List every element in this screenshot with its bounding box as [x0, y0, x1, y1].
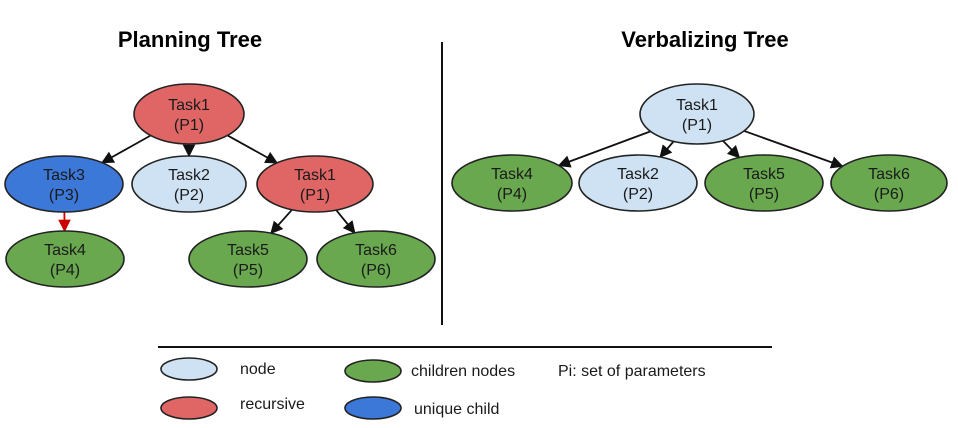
edge-p_task1_root-to-p_task3 — [101, 134, 152, 164]
verbalizing-tree-title: Verbalizing Tree — [621, 27, 789, 52]
node-ellipse-node — [639, 83, 755, 145]
verbalizing-node-v_task1: Task1 (P1) — [639, 83, 755, 145]
planning-node-p_task5: Task5 (P5) — [188, 230, 308, 288]
edge-v_task1-to-v_task5 — [722, 140, 741, 159]
edge-v_task1-to-v_task6 — [743, 130, 844, 169]
node-task-label: Task6 — [868, 166, 910, 183]
node-task-label: Task1 — [294, 167, 336, 184]
edge-v_task1-to-v_task2 — [659, 140, 675, 159]
node-ellipse-node — [131, 155, 247, 213]
node-ellipse-children — [451, 154, 573, 212]
node-ellipse-children — [704, 154, 824, 212]
node-task-label: Task6 — [355, 242, 397, 259]
edge-p_task1_root-to-p_task1_child — [227, 134, 279, 164]
verbalizing-node-v_task5: Task5 (P5) — [704, 154, 824, 212]
node-task-label: Task1 — [168, 97, 210, 114]
node-ellipse-children — [5, 230, 125, 288]
nodes: Task1(P1)Task3(P3)Task2(P2)Task1(P1)Task… — [4, 83, 948, 288]
verbalizing-node-v_task4: Task4 (P4) — [451, 154, 573, 212]
node-ellipse-children — [830, 154, 948, 212]
planning-tree-title: Planning Tree — [118, 27, 262, 52]
legend-recursive-swatch — [160, 396, 218, 420]
node-ellipse-unique — [4, 155, 124, 213]
legend-children-swatch — [344, 359, 402, 383]
node-ellipse-children — [316, 230, 436, 288]
edge-p_task1_child-to-p_task6 — [335, 209, 356, 234]
verbalizing-node-v_task2: Task2 (P2) — [578, 154, 698, 212]
edge-v_task1-to-v_task4 — [557, 130, 651, 168]
node-task-label: Task2 — [168, 167, 210, 184]
legend-node-swatch — [160, 357, 218, 381]
node-param-label: (P2) — [174, 187, 204, 204]
node-ellipse-children — [188, 230, 308, 288]
legend-children-label: children nodes — [411, 363, 515, 380]
node-task-label: Task5 — [743, 166, 785, 183]
node-task-label: Task1 — [676, 97, 718, 114]
planning-node-p_task3: Task3 (P3) — [4, 155, 124, 213]
node-task-label: Task2 — [617, 166, 659, 183]
node-task-label: Task4 — [491, 166, 533, 183]
node-param-label: (P1) — [174, 117, 204, 134]
edge-p_task1_child-to-p_task5 — [270, 209, 293, 235]
node-param-label: (P3) — [49, 187, 79, 204]
legend-recursive-label: recursive — [240, 396, 305, 413]
edges — [58, 130, 844, 235]
node-param-label: (P2) — [623, 186, 653, 203]
legend-node-label: node — [240, 361, 276, 378]
planning-node-p_task6: Task6 (P6) — [316, 230, 436, 288]
node-ellipse-recursive — [133, 83, 245, 145]
legend-unique-swatch — [344, 396, 402, 420]
legend-unique-label: unique child — [414, 401, 499, 418]
node-task-label: Task4 — [44, 242, 86, 259]
node-param-label: (P6) — [361, 262, 391, 279]
node-param-label: (P4) — [50, 262, 80, 279]
legend: node children nodes Pi: set of parameter… — [160, 357, 706, 420]
node-task-label: Task3 — [43, 167, 85, 184]
planning-node-p_task2: Task2 (P2) — [131, 155, 247, 213]
node-task-label: Task5 — [227, 242, 269, 259]
node-param-label: (P1) — [300, 187, 330, 204]
node-ellipse-recursive — [256, 155, 374, 213]
node-ellipse-node — [578, 154, 698, 212]
planning-node-p_task4: Task4 (P4) — [5, 230, 125, 288]
planning-node-p_task1_root: Task1 (P1) — [133, 83, 245, 145]
node-param-label: (P4) — [497, 186, 527, 203]
verbalizing-node-v_task6: Task6 (P6) — [830, 154, 948, 212]
node-param-label: (P1) — [682, 117, 712, 134]
node-param-label: (P6) — [874, 186, 904, 203]
legend-params-label: Pi: set of parameters — [558, 363, 706, 380]
planning-node-p_task1_child: Task1 (P1) — [256, 155, 374, 213]
node-param-label: (P5) — [233, 262, 263, 279]
node-param-label: (P5) — [749, 186, 779, 203]
